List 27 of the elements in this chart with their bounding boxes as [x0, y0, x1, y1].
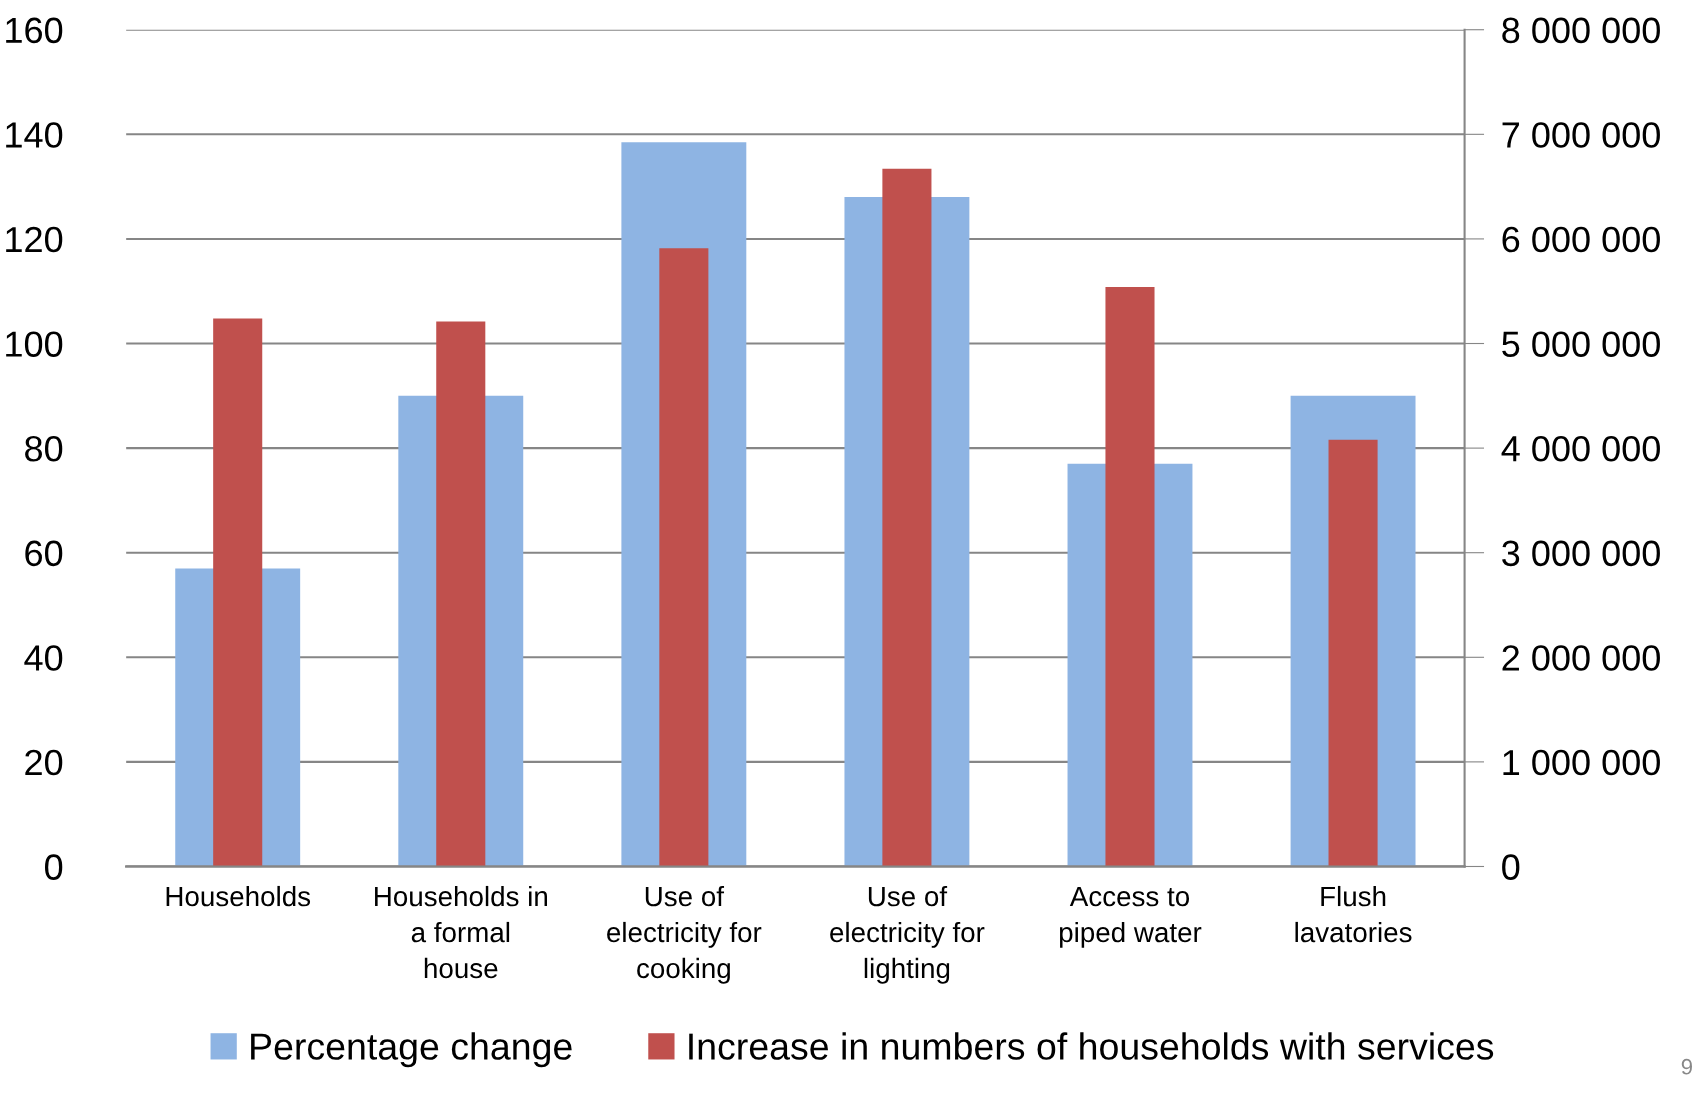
y2-tick-label: 8 000 000: [1502, 17, 1660, 44]
x-tick-label: Households: [166, 885, 311, 907]
y2-tick-label: 5 000 000: [1502, 331, 1660, 357]
y-tick-label: 100: [6, 331, 63, 357]
y2-tick-label: 3 000 000: [1502, 540, 1660, 567]
y2-tick-label: 6 000 000: [1502, 226, 1660, 253]
y2-tick-label: 7 000 000: [1502, 122, 1660, 148]
x-tick-label: Flush lavatories: [1295, 885, 1412, 943]
legend-label: Percentage change: [251, 1032, 572, 1068]
y-tick-label: 0: [45, 854, 63, 880]
x-tick-label: Access to piped water: [1059, 886, 1202, 948]
x-tick-label: Use of electricity for cooking: [607, 885, 762, 984]
y-tick-label: 140: [6, 122, 63, 148]
text: 9: [1681, 1058, 1693, 1075]
y-tick-label: 120: [6, 226, 63, 253]
x-tick-label: Use of electricity for lighting: [830, 885, 985, 984]
y2-tick-label: 4 000 000: [1501, 435, 1660, 462]
y-tick-label: 20: [25, 749, 63, 776]
y-tick-label: 40: [24, 645, 63, 671]
y-tick-label: 60: [25, 540, 63, 567]
legend-label: Increase in numbers of households with services: [689, 1032, 1494, 1060]
y-tick-label: 80: [25, 435, 63, 462]
x-tick-label: Households in a formal house: [375, 885, 547, 979]
y2-tick-label: 2 000 000: [1502, 645, 1660, 671]
y2-tick-label: 0: [1502, 854, 1520, 880]
y-tick-label: 160: [6, 17, 63, 44]
y2-tick-label: 1 000 000: [1503, 749, 1660, 776]
